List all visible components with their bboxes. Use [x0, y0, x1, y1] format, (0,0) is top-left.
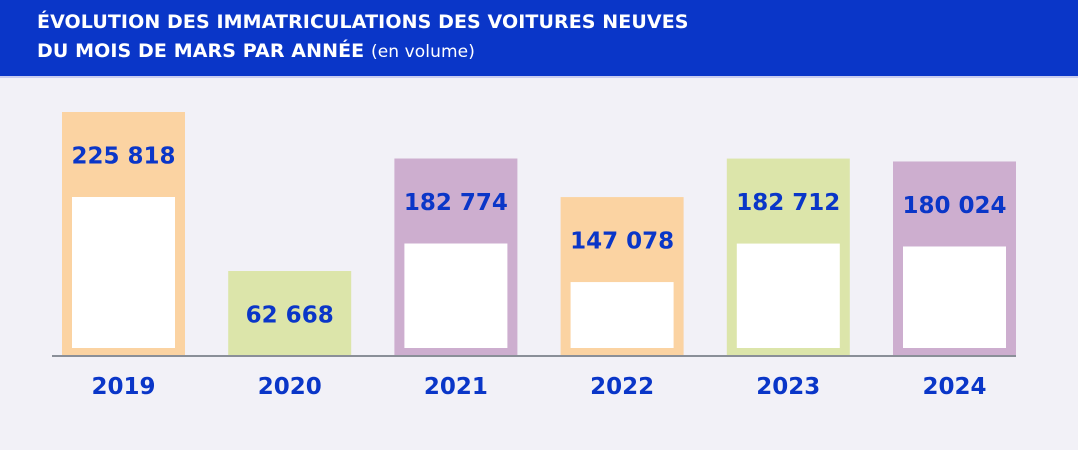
category-label-2022: 2022 — [590, 374, 654, 400]
bar-inner-2024 — [903, 246, 1006, 348]
category-label-2023: 2023 — [756, 374, 820, 400]
value-label-2022: 147 078 — [570, 229, 674, 255]
value-label-2020: 62 668 — [246, 303, 334, 329]
category-label-2021: 2021 — [424, 374, 488, 400]
bar-inner-2019 — [72, 197, 175, 348]
bar-inner-2022 — [570, 282, 674, 348]
category-label-2024: 2024 — [922, 374, 986, 400]
category-label-2019: 2019 — [91, 374, 155, 400]
bar-inner-2023 — [736, 243, 840, 348]
value-label-2019: 225 818 — [71, 144, 175, 170]
chart-title-line1: ÉVOLUTION DES IMMATRICULATIONS DES VOITU… — [37, 11, 689, 33]
bar-inner-2021 — [404, 243, 508, 348]
bar-2020 — [228, 271, 352, 356]
category-label-2020: 2020 — [258, 374, 322, 400]
chart-header: ÉVOLUTION DES IMMATRICULATIONS DES VOITU… — [0, 0, 1078, 78]
unit-note: (en volume) — [370, 42, 475, 62]
value-label-2023: 182 712 — [736, 190, 840, 216]
value-label-2024: 180 024 — [902, 193, 1006, 219]
value-label-2021: 182 774 — [404, 190, 508, 216]
chart-title-line2: DU MOIS DE MARS PAR ANNÉE (en volume) — [37, 40, 475, 62]
chart-title-line2-text: DU MOIS DE MARS PAR ANNÉE — [37, 40, 365, 62]
